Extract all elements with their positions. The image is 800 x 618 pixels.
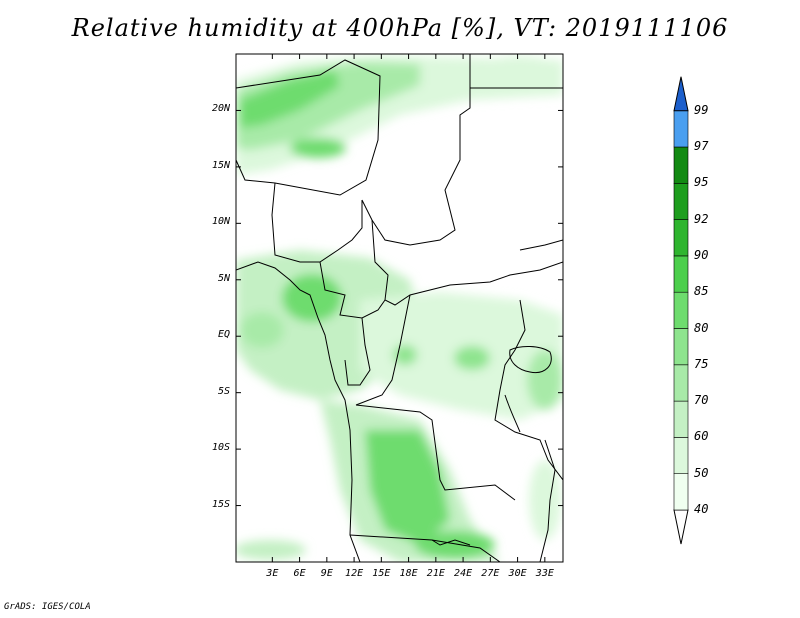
colorbar-box: [673, 291, 689, 329]
lon-tick-label: 24E: [454, 568, 473, 579]
shade-north-band-core: [240, 70, 340, 128]
border-lake-tanganyika: [504, 394, 521, 433]
grads-credit: GrADS: IGES/COLA: [4, 602, 91, 612]
colorbar-box: [673, 183, 689, 220]
shade-angola-core: [365, 430, 450, 545]
colorbar-box: [673, 219, 689, 257]
lon-tick-label: 12E: [345, 568, 364, 579]
border-angola: [355, 404, 516, 501]
colorbar-label: 60: [694, 429, 709, 444]
colorbar-label: 50: [694, 465, 709, 480]
lat-tick-label: EQ: [217, 329, 230, 341]
border-lake-victoria: [509, 346, 552, 374]
colorbar-label: 75: [694, 356, 709, 371]
colorbar-top-arrow: [673, 76, 689, 112]
shade-ne-patch: [480, 56, 560, 84]
lon-tick-label: 33E: [535, 568, 554, 579]
colorbar-box: [673, 146, 689, 184]
colorbar-label: 95: [694, 175, 709, 190]
humidity-shading: [236, 56, 563, 562]
border-drc-east: [494, 299, 563, 481]
lon-tick-label: 21E: [426, 568, 445, 579]
lat-tick-label: 15S: [211, 498, 230, 510]
lon-tick-label: 15E: [372, 568, 391, 579]
country-borders: [236, 54, 563, 562]
map-frame: [235, 53, 564, 563]
colorbar-box: [673, 364, 689, 402]
colorbar-label: 90: [694, 247, 709, 262]
lat-tick-label: 15N: [211, 159, 230, 171]
colorbar: [673, 76, 689, 545]
shade-congo-core-1: [454, 346, 490, 370]
lat-tick-label: 20N: [211, 103, 230, 115]
shade-north-blob: [290, 138, 346, 158]
lat-tick-label: 5N: [217, 272, 230, 284]
shade-se-patch: [529, 460, 561, 540]
border-cameroon: [319, 261, 386, 319]
lat-tick-label: 5S: [217, 385, 230, 397]
colorbar-box: [673, 328, 689, 366]
border-sahara: [236, 59, 381, 196]
border-congo: [344, 317, 371, 386]
border-zambia-south: [431, 539, 471, 546]
colorbar-label: 80: [694, 320, 709, 335]
border-nigeria: [271, 182, 363, 263]
border-coast-west-africa: [236, 261, 361, 562]
lon-tick-label: 27E: [481, 568, 500, 579]
colorbar-label: 85: [694, 284, 709, 299]
shade-sw-patch: [236, 540, 306, 560]
colorbar-label: 99: [694, 102, 709, 117]
colorbar-label: 97: [694, 139, 709, 153]
colorbar-box: [673, 110, 689, 148]
lat-tick-label: 10S: [211, 442, 230, 454]
border-north-east: [361, 54, 471, 246]
colorbar-box: [673, 437, 689, 474]
colorbar-label: 92: [694, 211, 709, 226]
colorbar-bottom-arrow: [673, 509, 689, 545]
lon-tick-label: 18E: [399, 568, 418, 579]
lon-tick-label: 30E: [508, 568, 527, 579]
colorbar-box: [673, 255, 689, 293]
axis-ticks: [236, 54, 563, 562]
shade-cameroon-core: [282, 274, 342, 322]
border-east-coast: [539, 439, 556, 562]
border-namibia: [349, 534, 501, 562]
border-drc-west: [355, 294, 411, 406]
lon-tick-label: 3E: [266, 568, 279, 579]
shade-east-patch: [527, 350, 563, 410]
colorbar-label: 70: [694, 393, 709, 408]
colorbar-box: [673, 473, 689, 511]
colorbar-box: [673, 400, 689, 438]
border-horn: [519, 239, 563, 251]
lon-tick-label: 9E: [320, 568, 333, 579]
lon-tick-label: 6E: [293, 568, 306, 579]
shade-south-core: [415, 531, 495, 559]
shade-coast-core: [240, 312, 284, 348]
colorbar-label: 40: [694, 502, 709, 516]
lat-tick-label: 10N: [211, 216, 230, 228]
map-title: Relative humidity at 400hPa [%], VT: 201…: [71, 14, 729, 42]
